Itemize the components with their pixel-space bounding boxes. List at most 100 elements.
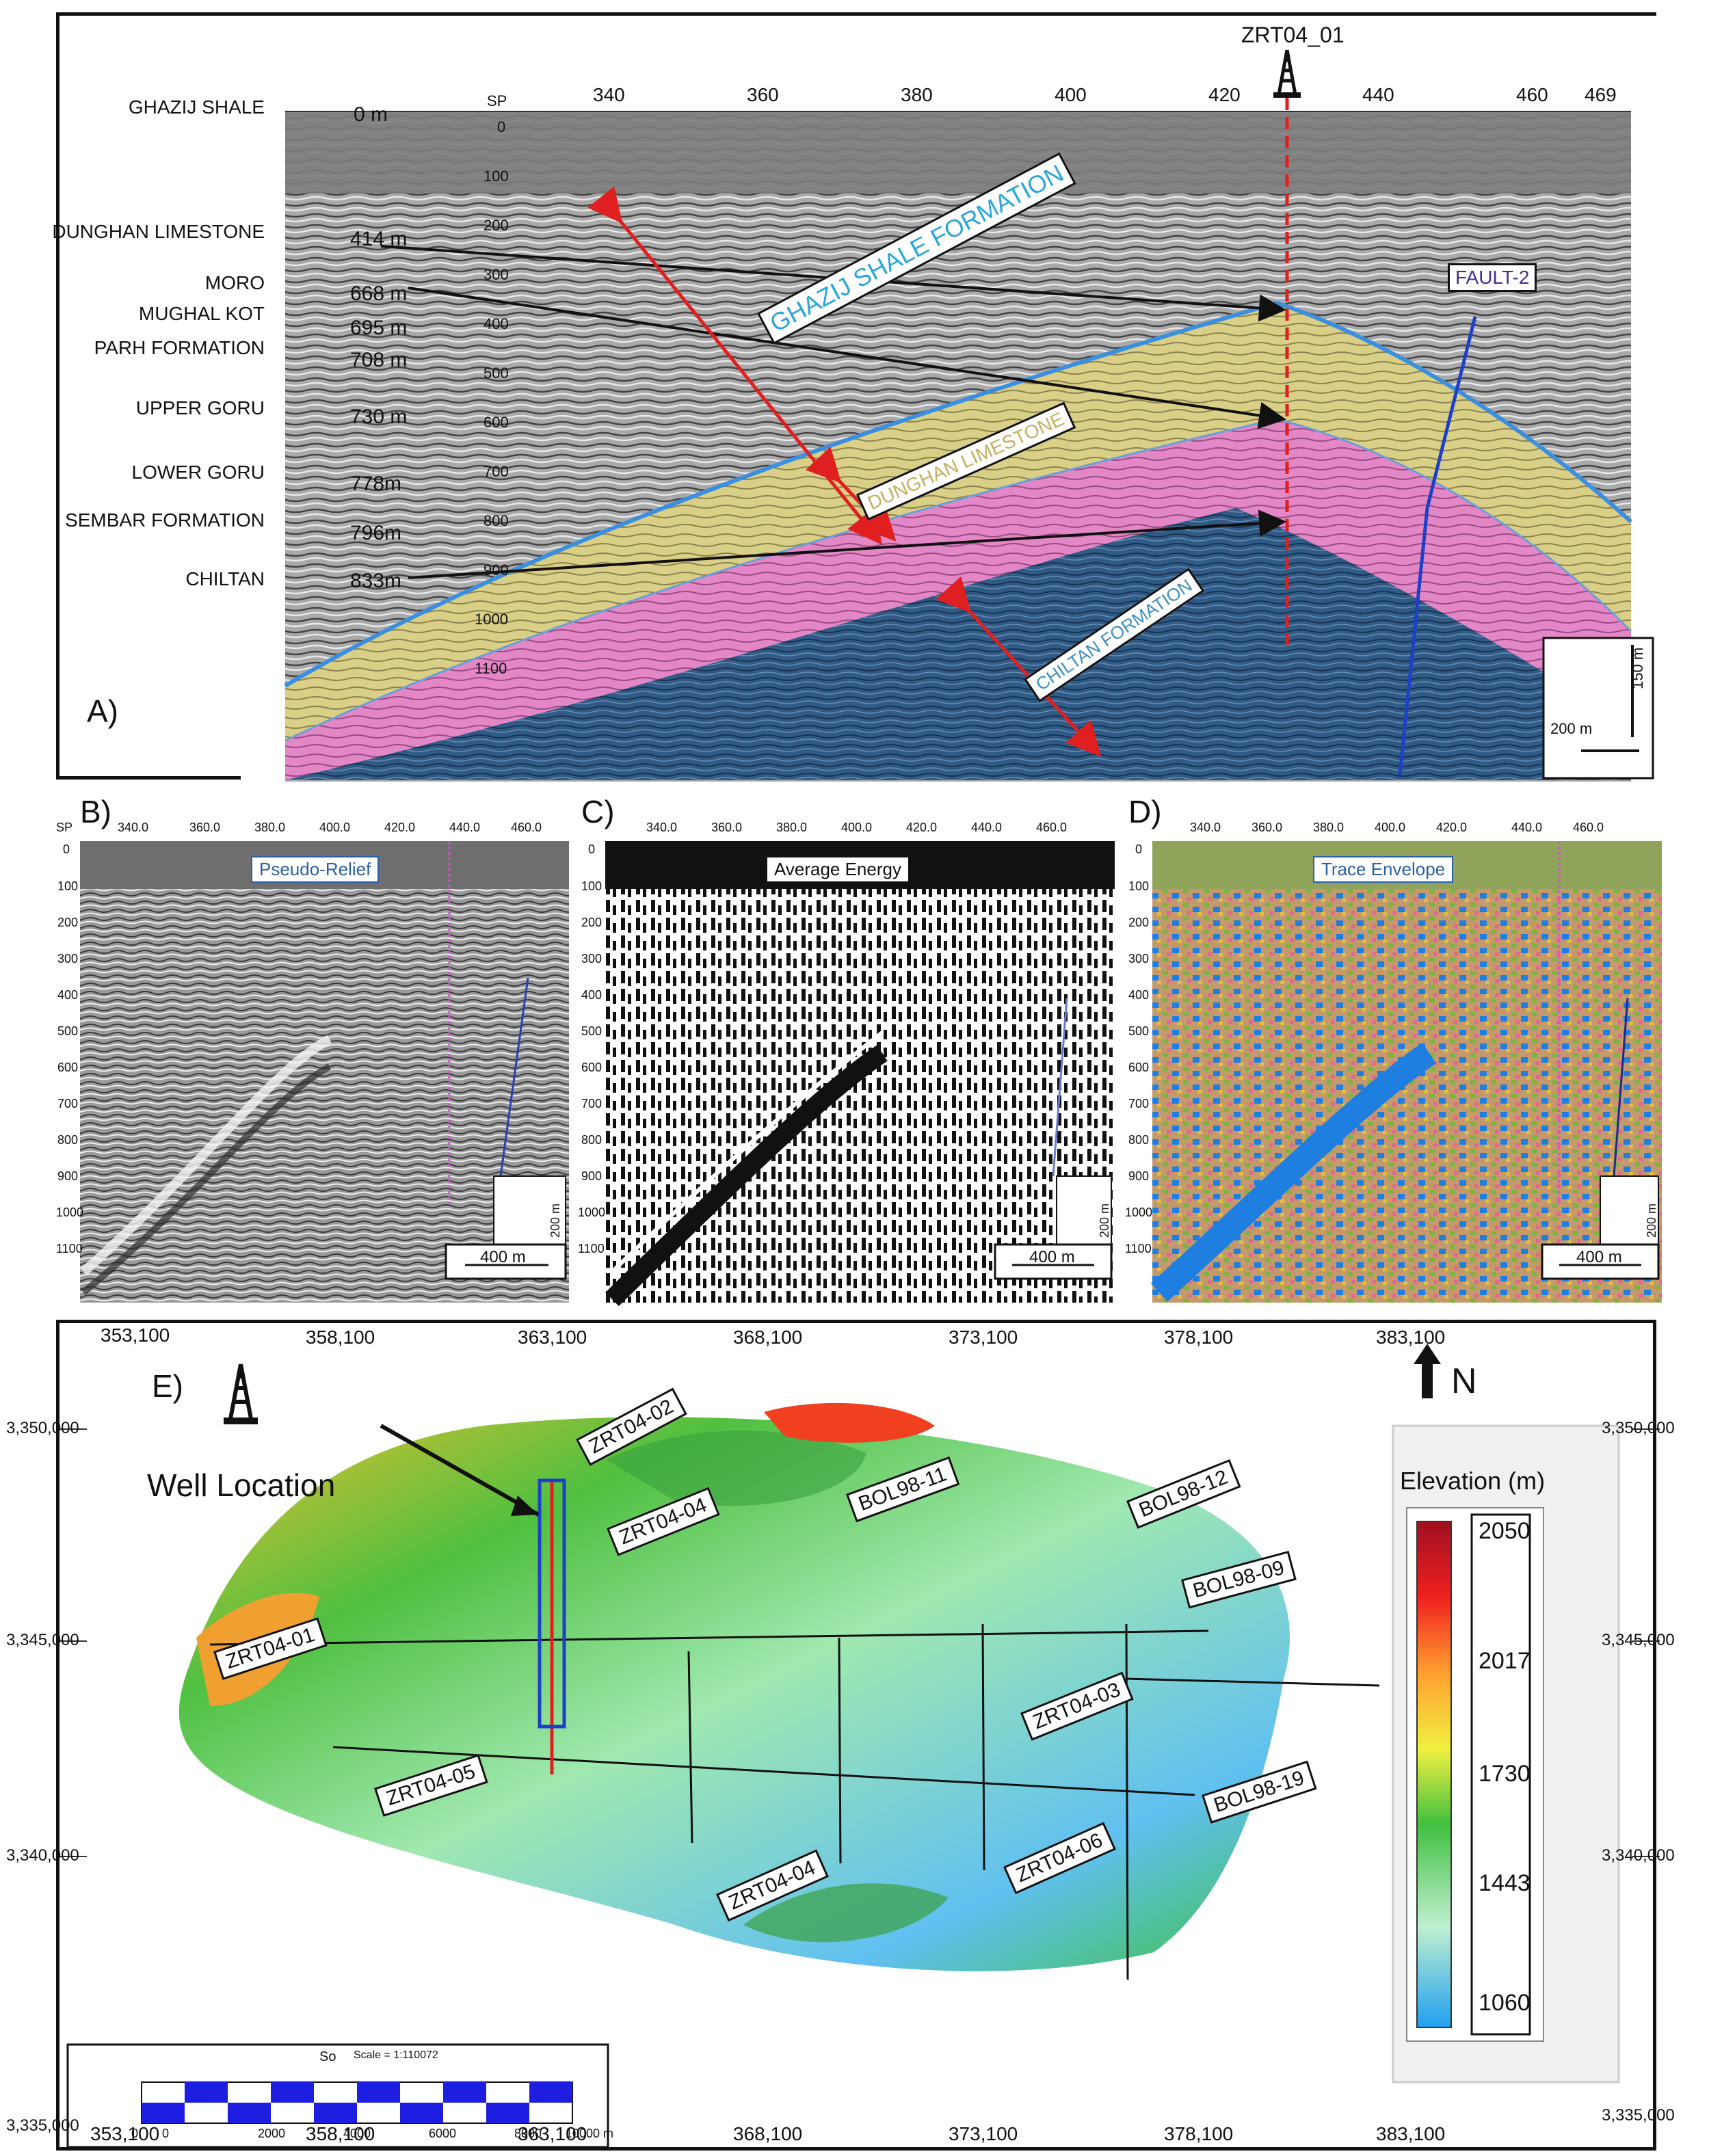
depth-tick: 900 [483, 561, 509, 578]
fault-label: FAULT-2 [1448, 263, 1537, 292]
strat-name: UPPER GORU [135, 397, 265, 418]
depth-tick: 200 [483, 217, 509, 234]
strat-depth: 414 m [350, 228, 408, 250]
depth-tick: 1100 [56, 1242, 83, 1255]
strat-name: DUNGHAN LIMESTONE [52, 221, 265, 242]
y-tick-right: 3,335,000 [1602, 2106, 1675, 2125]
x-tick-top: 383,100 [1376, 1327, 1446, 1348]
depth-tick: 1000 [578, 1206, 606, 1219]
depth-tick: 900 [581, 1169, 602, 1183]
depth-tick: 400 [57, 988, 79, 1002]
depth-tick: 1000 [1125, 1206, 1153, 1219]
scale-bar-tick: 0 [162, 2127, 170, 2140]
sp-tick: 380.0 [776, 821, 808, 834]
depth-tick: 100 [1128, 879, 1150, 893]
sp-tick: 469 [1585, 84, 1617, 105]
sp-tick: 340.0 [1190, 821, 1221, 834]
scale-bar-horizontal-label: 400 m [480, 1248, 526, 1266]
scale-bar-tick: 8000 [514, 2127, 542, 2140]
derrick-icon [224, 1363, 258, 1424]
x-tick-top: 363,100 [518, 1327, 587, 1348]
panel-b: B) SP 340.0 360.0 380.0 400.0 420.0 440.… [56, 793, 569, 1306]
depth-tick: 0 [63, 842, 70, 856]
legend-value: 2017 [1479, 1648, 1531, 1674]
strat-depth: 708 m [350, 349, 408, 371]
y-tick-left: 3,350,000 [6, 1419, 79, 1437]
panel-c-graphics [605, 841, 1115, 1307]
depth-tick: 600 [57, 1061, 79, 1074]
y-tick-right: 3,350,000 [1602, 1419, 1675, 1437]
sp-tick: 460.0 [1573, 821, 1604, 834]
strat-depth: 668 m [350, 282, 408, 305]
scale-bar-tick: 2000 [258, 2127, 286, 2140]
depth-tick: 0 [1135, 842, 1143, 856]
scale-bar-horizontal-label: 400 m [1029, 1248, 1075, 1266]
depth-tick: 500 [57, 1024, 79, 1038]
panel-d-letter: D) [1128, 794, 1162, 829]
legend-value: 1060 [1479, 1990, 1531, 2016]
sp-tick: 400.0 [319, 821, 351, 834]
y-tick-right: 3,340,000 [1602, 1846, 1675, 1865]
panel-d-title: Trace Envelope [1313, 856, 1454, 883]
panel-d-graphics [1150, 841, 1662, 1303]
depth-tick: 1000 [475, 611, 508, 628]
sp-tick: 340.0 [118, 821, 149, 834]
strat-name: LOWER GORU [131, 462, 265, 483]
depth-tick: 500 [1128, 1024, 1150, 1038]
scale-bar-horizontal-label: 400 m [1576, 1248, 1622, 1266]
sp-tick: 440.0 [449, 821, 481, 834]
panel-a: A) ZRT04_01 SP 340 360 380 400 420 440 4… [52, 12, 1658, 782]
depth-tick: 800 [1128, 1133, 1150, 1147]
sp-tick: 380.0 [254, 821, 286, 834]
depth-tick: 600 [581, 1061, 602, 1074]
strat-name: MUGHAL KOT [138, 303, 265, 324]
depth-tick: 1100 [475, 660, 507, 677]
depth-tick: 400 [581, 988, 602, 1002]
y-tick-right: 3,345,000 [1602, 1631, 1675, 1649]
sp-tick: 400.0 [1375, 821, 1406, 834]
sp-tick: 360.0 [1251, 821, 1283, 834]
x-tick-top: 373,100 [949, 1327, 1018, 1348]
y-tick-left: 3,340,000 [6, 1846, 79, 1865]
sp-tick: 460.0 [511, 821, 542, 834]
depth-tick: 700 [581, 1097, 602, 1110]
strat-depth: 833m [350, 570, 402, 592]
scale-bar-vertical-label: 150 m [1629, 647, 1646, 689]
panel-e: E) 353,100 358,100 363,100 368,100 373,1… [6, 1320, 1675, 2151]
sp-tick: 340 [593, 84, 625, 105]
sp-tick: 420.0 [384, 821, 416, 834]
sp-tick: 420.0 [1436, 821, 1468, 834]
sp-tick: 400.0 [841, 821, 873, 834]
depth-tick: 100 [581, 879, 602, 893]
x-tick-bottom: 358,100 [306, 2123, 375, 2144]
scale-bar-caption: Scale = 1:110072 [354, 2049, 438, 2061]
scale-bar-prefix: So [319, 2049, 336, 2064]
depth-tick: 0 [588, 842, 596, 856]
sp-tick: 360.0 [711, 821, 743, 834]
x-tick-bottom: 353,100 [90, 2123, 160, 2144]
panel-d: D) 340.0 360.0 380.0 400.0 420.0 440.0 4… [1122, 793, 1662, 1306]
scale-bar-tick: 6000 [429, 2127, 457, 2140]
sp-tick: 360 [747, 84, 779, 105]
sp-tick: 380 [901, 84, 933, 105]
sp-tick: 380.0 [1313, 821, 1344, 834]
depth-tick: 700 [1128, 1097, 1150, 1110]
strat-depth: 778m [350, 473, 402, 495]
strat-depth: 730 m [350, 405, 408, 428]
scale-bar-vertical-label: 200 m [1098, 1203, 1111, 1238]
depth-tick: 400 [1128, 988, 1150, 1002]
well-label: ZRT04_01 [1241, 23, 1344, 47]
strat-name: MORO [204, 272, 265, 293]
sp-tick: 400 [1055, 84, 1087, 105]
strat-name: GHAZIJ SHALE [128, 96, 265, 118]
depth-tick: 100 [57, 879, 79, 893]
north-label: N [1451, 1361, 1477, 1401]
sp-tick: 440.0 [1511, 821, 1543, 834]
depth-tick: 500 [581, 1024, 602, 1038]
legend-value: 2050 [1479, 1518, 1531, 1544]
depth-tick: 800 [57, 1133, 79, 1147]
panel-b-title: Pseudo-Relief [251, 856, 380, 883]
sp-tick: 460 [1516, 84, 1548, 105]
scale-bar-tick: 10000 m [566, 2127, 614, 2140]
depth-tick: 200 [57, 916, 79, 929]
